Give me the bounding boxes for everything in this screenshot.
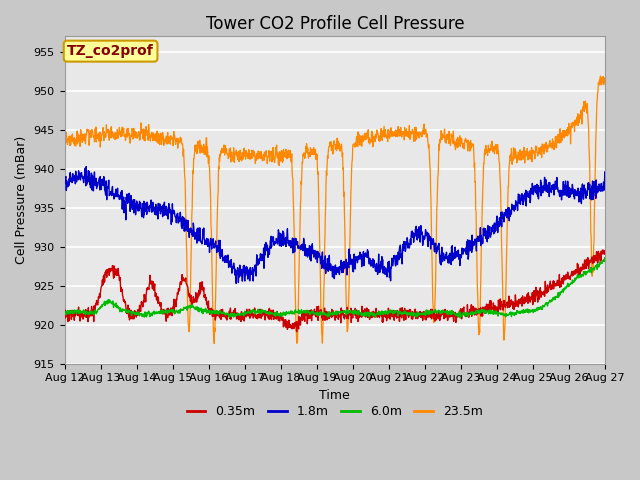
Legend: 0.35m, 1.8m, 6.0m, 23.5m: 0.35m, 1.8m, 6.0m, 23.5m xyxy=(182,400,488,423)
Text: TZ_co2prof: TZ_co2prof xyxy=(67,44,154,58)
X-axis label: Time: Time xyxy=(319,389,350,402)
Title: Tower CO2 Profile Cell Pressure: Tower CO2 Profile Cell Pressure xyxy=(205,15,464,33)
Y-axis label: Cell Pressure (mBar): Cell Pressure (mBar) xyxy=(15,136,28,264)
